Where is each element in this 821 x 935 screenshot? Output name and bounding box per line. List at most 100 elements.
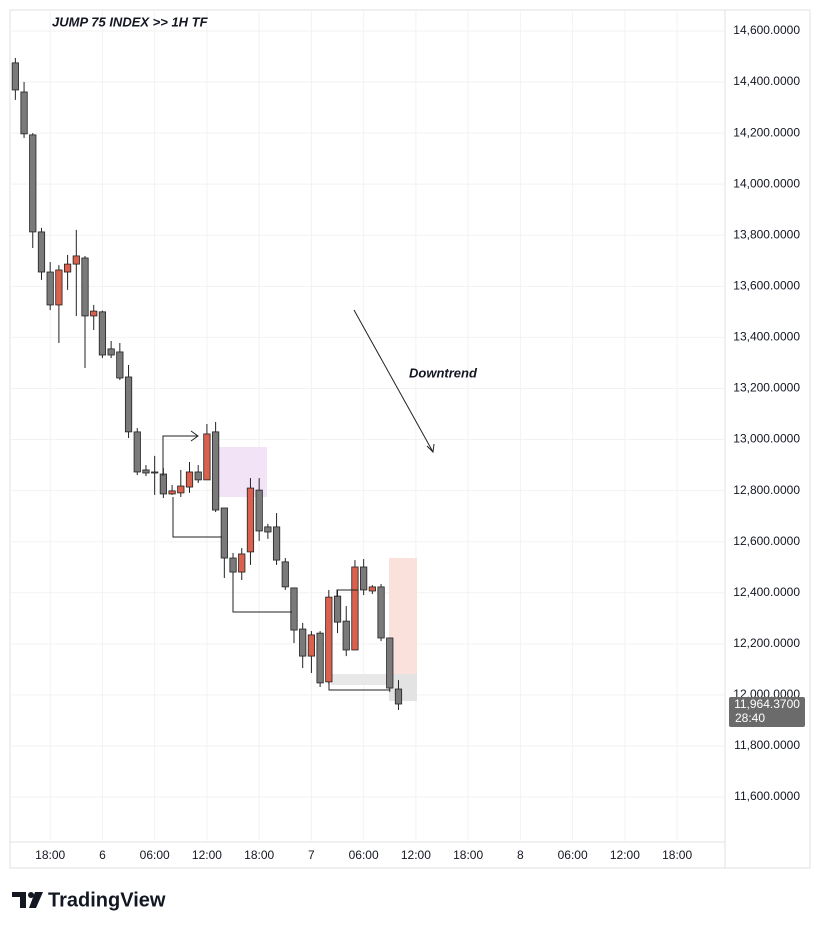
logo-mark	[12, 892, 26, 908]
structure-line	[172, 497, 222, 538]
candle-body	[307, 634, 316, 657]
candle-body	[238, 553, 246, 573]
y-tick-label: 14,000.0000	[733, 176, 800, 190]
candle-body	[72, 255, 80, 265]
candle-body	[116, 351, 124, 379]
y-tick-label: 13,800.0000	[733, 227, 800, 241]
candle-body	[325, 596, 333, 683]
structure-line	[232, 572, 292, 613]
candle-body	[299, 628, 307, 657]
candle-body	[37, 231, 46, 273]
liquidity-zone	[331, 674, 389, 685]
candle-body	[212, 431, 220, 511]
candle-body	[264, 526, 272, 533]
candle-body	[316, 632, 324, 684]
y-tick-label: 11,600.0000	[734, 789, 800, 803]
candle-body	[133, 431, 141, 473]
candle-body	[159, 473, 167, 495]
logo-mark	[29, 892, 43, 908]
candle-body	[333, 595, 342, 623]
candle-body	[394, 688, 403, 705]
y-tick-label: 12,400.0000	[733, 585, 800, 599]
x-tick-label: 06:00	[140, 848, 170, 862]
y-tick-label: 12,600.0000	[733, 534, 800, 548]
y-tick-label: 13,600.0000	[733, 278, 800, 292]
candle-body	[255, 489, 263, 532]
candle-body	[124, 376, 133, 433]
y-tick-label: 11,800.0000	[734, 738, 800, 752]
y-tick-label: 12,800.0000	[733, 483, 800, 497]
supply-zone	[216, 447, 267, 497]
candle-body	[29, 134, 37, 233]
y-tick-label: 14,600.0000	[733, 23, 800, 37]
candle-body	[360, 566, 368, 591]
candle-body	[220, 507, 228, 559]
structure-lines	[162, 309, 435, 691]
last-price-label: 11,964.3700	[734, 697, 800, 711]
candle-body	[46, 271, 54, 306]
candle-body	[63, 263, 72, 273]
candle-body	[55, 269, 63, 306]
x-tick-label: 18:00	[35, 848, 65, 862]
brand-logo: TradingView	[12, 889, 166, 911]
structure-line	[336, 589, 358, 597]
candle-body	[142, 469, 150, 474]
y-tick-label: 12,200.0000	[733, 636, 800, 650]
candle-body	[229, 557, 237, 573]
x-tick-label: 12:00	[610, 848, 640, 862]
candle-body	[98, 311, 107, 356]
structure-line	[162, 435, 197, 476]
arrow-head	[426, 443, 435, 454]
candle-body	[185, 471, 194, 488]
target-zone	[389, 674, 417, 701]
candle-body	[386, 637, 394, 689]
candle-body	[351, 566, 359, 651]
candle-body	[177, 485, 185, 494]
x-tick-label: 06:00	[349, 848, 379, 862]
structure-line	[328, 682, 390, 691]
candle-body	[81, 257, 89, 317]
candle-body	[377, 586, 385, 639]
candle-body	[90, 310, 98, 317]
x-tick-label: 18:00	[662, 848, 692, 862]
x-tick-label: 6	[99, 848, 106, 862]
candle-body	[11, 62, 19, 91]
x-tick-label: 06:00	[558, 848, 588, 862]
candle-body	[246, 487, 255, 553]
candle-body	[281, 561, 289, 588]
x-tick-label: 18:00	[453, 848, 483, 862]
y-tick-label: 13,200.0000	[733, 381, 800, 395]
x-tick-label: 12:00	[401, 848, 431, 862]
grid	[10, 10, 725, 842]
trend-arrow	[353, 309, 434, 453]
chart-title: JUMP 75 INDEX >> 1H TF	[52, 14, 209, 29]
y-tick-label: 13,000.0000	[733, 432, 800, 446]
chart-frame	[9, 9, 811, 869]
candle-body	[368, 586, 376, 592]
risk-zone	[389, 558, 417, 674]
candle-body	[290, 587, 298, 631]
candle-body	[168, 490, 176, 495]
y-tick-label: 14,400.0000	[733, 74, 800, 88]
brand-name: TradingView	[48, 889, 166, 911]
y-tick-label: 13,400.0000	[733, 330, 800, 344]
candle-body	[203, 433, 211, 481]
axes: 14,600.0000 14,400.0000 14,200.0000 14,000.…	[35, 23, 805, 862]
x-tick-label: 18:00	[244, 848, 274, 862]
x-tick-label: 12:00	[192, 848, 222, 862]
candles	[11, 58, 403, 710]
last-price-box	[729, 697, 805, 728]
arrow-head	[190, 430, 199, 442]
candle-body	[151, 471, 159, 474]
y-tick-label: 14,200.0000	[733, 125, 800, 139]
candle-body	[272, 526, 281, 561]
logo-mark	[28, 892, 34, 898]
x-tick-label: 8	[517, 848, 524, 862]
x-tick-label: 7	[308, 848, 315, 862]
candle-body	[107, 348, 115, 356]
annotation: Downtrend	[409, 365, 478, 380]
candle-body	[194, 471, 202, 481]
countdown: 28:40	[735, 711, 765, 725]
candle-body	[342, 620, 350, 651]
